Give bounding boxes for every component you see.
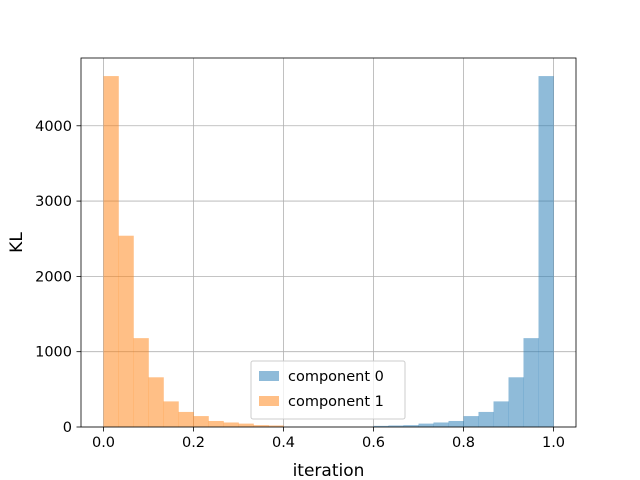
axis-ticks: 0.0 0.2 0.4 0.6 0.8 1.0 0 1000 2000 3000 4000	[35, 119, 565, 451]
legend-swatch-component-0	[259, 371, 279, 381]
histogram-bar-component-1	[148, 377, 164, 427]
plot-area-frame	[80, 57, 577, 428]
histogram-bar-component-0	[433, 422, 449, 427]
x-tick-label: 0.2	[182, 435, 205, 451]
histogram-bar-component-0	[463, 416, 479, 427]
x-axis-label: iteration	[293, 461, 365, 480]
histogram-bar-component-1	[133, 338, 149, 427]
histogram-bar-component-1	[193, 416, 209, 427]
y-tick-label: 1000	[35, 345, 72, 361]
histogram-bar-component-0	[418, 423, 434, 427]
x-tick-label: 0.0	[92, 435, 115, 451]
legend-label-component-1: component 1	[288, 394, 384, 410]
y-tick-label: 2000	[35, 269, 72, 285]
y-axis-label: KL	[7, 232, 27, 253]
histogram-bar-component-0	[403, 425, 419, 427]
histogram-bar-component-1	[223, 422, 239, 427]
grid-lines	[81, 58, 576, 428]
histogram-bar-component-1	[103, 76, 119, 427]
histogram-bar-component-1	[163, 401, 179, 427]
histogram-bar-component-1	[208, 420, 224, 427]
histogram-bar-component-1	[118, 235, 134, 427]
histogram-bar-component-0	[538, 76, 554, 427]
y-tick-label: 4000	[35, 119, 72, 135]
legend-box	[250, 360, 406, 420]
histogram-bar-component-1	[178, 411, 194, 427]
histogram-bar-component-1	[238, 423, 254, 427]
legend: component 0 component 1	[250, 360, 406, 420]
histogram-bars	[103, 76, 554, 427]
histogram-bar-component-1	[253, 425, 269, 427]
x-tick-label: 0.4	[272, 435, 295, 451]
histogram-bar-component-0	[493, 401, 509, 427]
y-tick-label: 0	[63, 420, 72, 436]
x-tick-label: 1.0	[542, 435, 565, 451]
legend-swatch-component-1	[259, 396, 279, 406]
histogram-bar-component-1	[268, 425, 284, 427]
histogram-bar-component-0	[478, 411, 494, 427]
histogram-bar-component-0	[508, 377, 524, 427]
y-tick-label: 3000	[35, 194, 72, 210]
x-tick-label: 0.8	[452, 435, 475, 451]
histogram-bar-component-0	[388, 425, 404, 427]
legend-label-component-0: component 0	[288, 369, 384, 385]
x-tick-label: 0.6	[362, 435, 385, 451]
histogram-bar-component-0	[523, 338, 539, 427]
histogram-bar-component-0	[373, 425, 389, 427]
histogram-bar-component-0	[448, 420, 464, 427]
